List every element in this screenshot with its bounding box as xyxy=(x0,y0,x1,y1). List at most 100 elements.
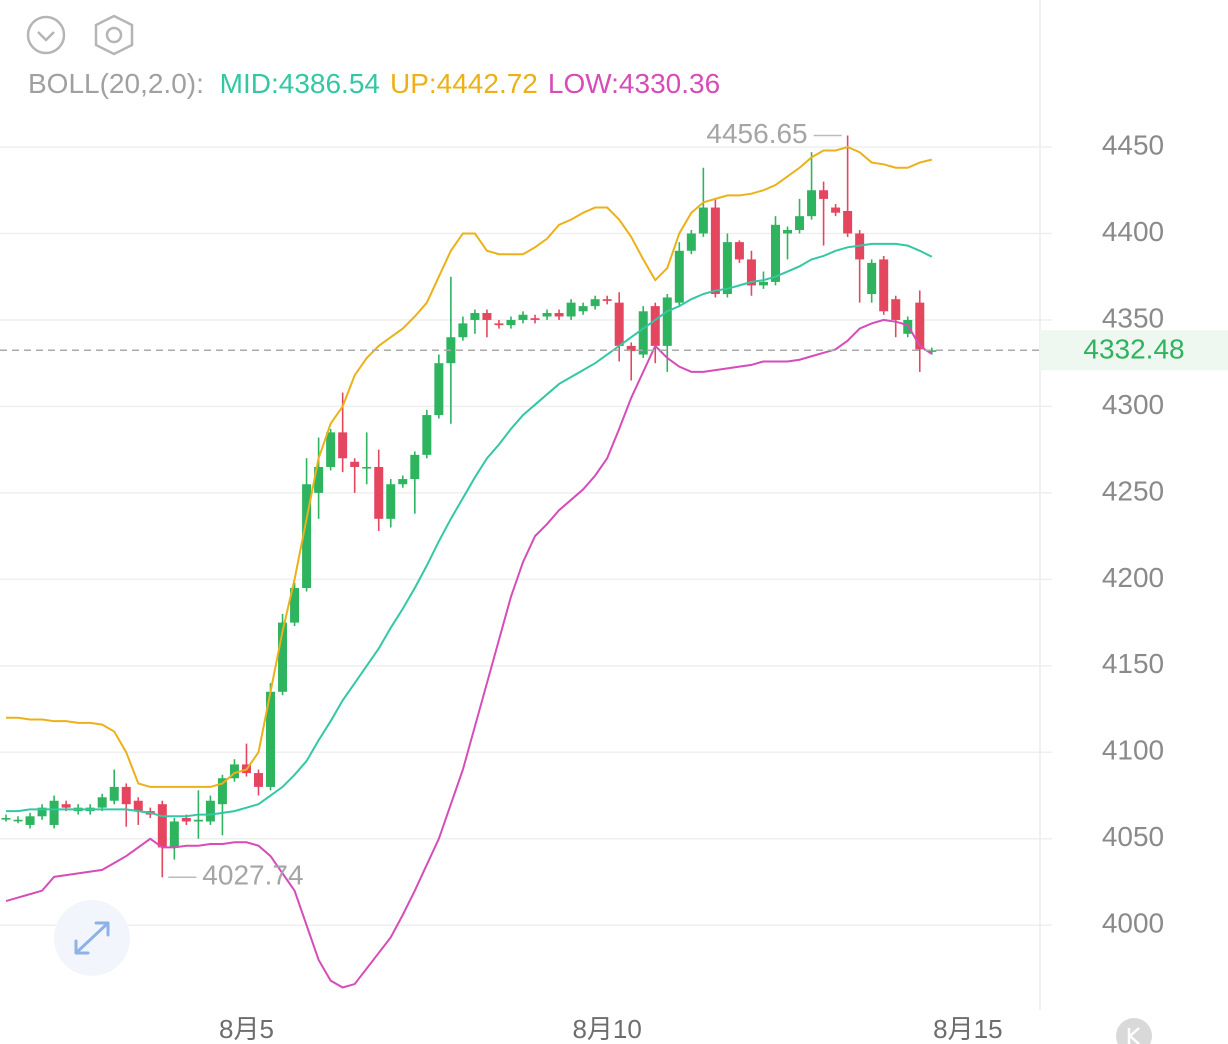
candle-body xyxy=(662,297,672,346)
x-tick-label: 8月10 xyxy=(572,1014,641,1044)
candle-body xyxy=(278,622,288,692)
candle-body xyxy=(843,210,853,234)
candle-body xyxy=(422,415,432,455)
boll-line xyxy=(5,318,933,989)
expand-arrows xyxy=(74,921,110,955)
last-price-box xyxy=(1040,330,1228,371)
candle-body xyxy=(650,306,660,346)
candle-body xyxy=(578,306,588,312)
candle-body xyxy=(795,216,805,231)
y-tick-label: 4100 xyxy=(1102,735,1164,766)
candle-body xyxy=(193,819,203,822)
candle-body xyxy=(121,786,131,805)
candle-body xyxy=(722,242,732,295)
candle-body xyxy=(530,318,540,320)
candle-body xyxy=(61,804,71,808)
high-label: 4456.65 xyxy=(706,118,807,149)
y-tick-label: 4050 xyxy=(1102,821,1164,852)
indicator-legend: BOLL(20,2.0): MID:4386.54 UP:4442.72 LOW:4… xyxy=(28,68,720,99)
candle-body xyxy=(734,242,744,260)
candle-body xyxy=(169,821,179,848)
candle-body xyxy=(97,797,107,808)
candle-body xyxy=(133,800,143,812)
candle-body xyxy=(302,484,312,589)
candle-body xyxy=(374,466,384,519)
candle-body xyxy=(686,233,696,251)
candle-body xyxy=(434,363,444,416)
candle-body xyxy=(229,764,239,779)
boll-line xyxy=(6,145,933,788)
collapse-circle xyxy=(26,15,66,55)
candle-body xyxy=(470,313,480,320)
candle-body xyxy=(398,479,408,485)
candle-body xyxy=(698,207,708,234)
candle-body xyxy=(181,818,191,822)
candle-body xyxy=(758,281,768,286)
settings-dot xyxy=(105,26,123,44)
candle-body xyxy=(879,259,889,312)
collapse-button[interactable] xyxy=(26,15,66,55)
candle-body xyxy=(326,432,336,467)
candle-body xyxy=(518,314,528,320)
candle-body xyxy=(253,773,263,787)
plot-area: 4456.65 4027.74 xyxy=(0,118,1040,989)
candle-body xyxy=(590,299,600,307)
candle-body xyxy=(770,224,780,282)
k-glyph xyxy=(1127,1027,1140,1044)
low-label: 4027.74 xyxy=(202,860,303,891)
candle-body xyxy=(350,461,360,467)
candle-body xyxy=(314,466,324,493)
candle-body xyxy=(494,323,504,326)
candle-body xyxy=(386,484,396,519)
grid-layer xyxy=(0,146,1052,927)
candle-body xyxy=(1,818,11,820)
candle-body xyxy=(49,800,59,825)
candle-body xyxy=(638,311,648,355)
candle-body xyxy=(338,432,348,459)
candle-body xyxy=(37,807,47,817)
candle-body xyxy=(626,345,636,352)
y-tick-label: 4450 xyxy=(1102,129,1164,160)
candle-body xyxy=(542,313,552,317)
candle-body xyxy=(927,350,937,352)
candle-body xyxy=(566,302,576,317)
x-tick-label: 8月5 xyxy=(219,1014,274,1044)
candle-body xyxy=(783,230,793,234)
indicator-name: BOLL(20,2.0): xyxy=(28,68,204,99)
candle-body xyxy=(458,323,468,338)
candle-body xyxy=(819,190,829,199)
candle-body xyxy=(867,262,877,295)
y-tick-label: 4000 xyxy=(1102,908,1164,939)
settings-button[interactable] xyxy=(94,14,134,56)
y-tick-label: 4200 xyxy=(1102,562,1164,593)
candle-body xyxy=(891,299,901,320)
x-tick-label: 8月15 xyxy=(933,1014,1002,1044)
candle-body xyxy=(157,804,167,848)
candle-body xyxy=(710,207,720,295)
last-price-label: 4332.48 xyxy=(1083,334,1184,365)
candle-body xyxy=(290,588,300,623)
y-tick-label: 4250 xyxy=(1102,475,1164,506)
candle-body xyxy=(217,778,227,805)
candle-body xyxy=(266,691,276,787)
k-button[interactable] xyxy=(1116,1018,1152,1044)
y-tick-label: 4300 xyxy=(1102,389,1164,420)
y-tick-label: 4400 xyxy=(1102,216,1164,247)
candle-body xyxy=(602,299,612,301)
boll-line xyxy=(6,242,933,818)
candle-body xyxy=(205,800,215,822)
y-tick-label: 4150 xyxy=(1102,648,1164,679)
expand-button[interactable] xyxy=(54,900,130,976)
candle-body xyxy=(674,250,684,303)
candle-body xyxy=(410,454,420,480)
collapse-chevron xyxy=(37,31,55,42)
candle-body xyxy=(614,302,624,346)
settings-hexagon xyxy=(94,14,134,56)
candle-body xyxy=(13,819,23,822)
candle-body xyxy=(506,319,516,326)
candle-body xyxy=(807,190,817,217)
legend-entry: LOW:4330.36 xyxy=(548,68,720,99)
candle-body xyxy=(362,466,372,469)
